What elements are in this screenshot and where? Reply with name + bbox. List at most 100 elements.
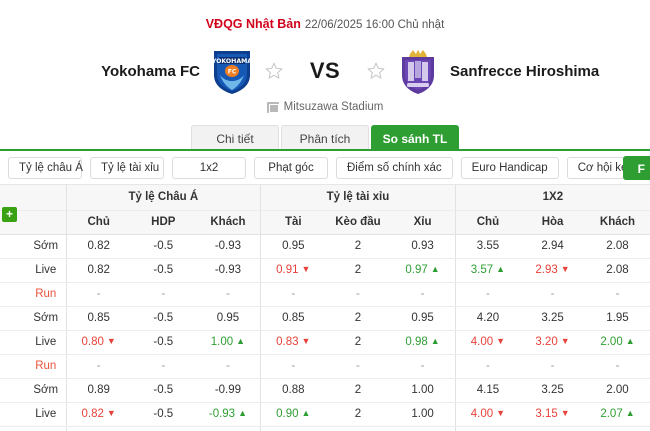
odds-cell[interactable] (260, 426, 326, 431)
odds-cell[interactable]: -0.93 ▲ (195, 402, 261, 427)
odds-cell[interactable]: 2.93 ▼ (520, 258, 585, 283)
odds-cell[interactable]: -0.5 (130, 305, 196, 331)
odds-cell[interactable]: 0.95 (390, 305, 456, 331)
odds-cell[interactable]: - (130, 354, 196, 379)
favorite-star-icon-away[interactable] (366, 61, 386, 81)
odds-cell[interactable]: 0.80 ▼ (65, 330, 131, 355)
odds-cell[interactable]: -0.5 (130, 234, 196, 259)
odds-cell[interactable] (325, 426, 391, 431)
chip-phat-goc[interactable]: Phạt góc (254, 156, 328, 179)
odds-cell[interactable]: - (520, 354, 585, 379)
odds-cell[interactable]: - (454, 282, 521, 307)
odds-cell[interactable]: 0.85 (260, 305, 326, 331)
odds-row[interactable]: Sớm 0.89 -0.5 -0.99 0.88 2 1.00 4.15 3.25 2.00 (0, 377, 650, 403)
odds-cell[interactable]: 4.20 (454, 305, 521, 331)
odds-cell[interactable]: - (325, 354, 391, 379)
odds-cell[interactable]: 0.91 ▼ (260, 258, 326, 283)
odds-cell[interactable] (390, 426, 456, 431)
odds-row[interactable]: Run - - - - - - - - - (0, 354, 650, 379)
odds-cell[interactable] (195, 426, 261, 431)
odds-cell[interactable]: -0.5 (130, 377, 196, 403)
odds-cell[interactable]: 4.15 (454, 377, 521, 403)
odds-cell[interactable]: - (130, 282, 196, 307)
odds-cell[interactable]: 2.00 ▲ (585, 330, 650, 355)
odds-cell[interactable]: 2 (325, 258, 391, 283)
odds-cell[interactable]: - (65, 282, 131, 307)
odds-cell[interactable]: 2.07 ▲ (585, 402, 650, 427)
tab-chi-tiet[interactable]: Chi tiết (191, 125, 279, 151)
odds-cell[interactable]: - (390, 354, 456, 379)
league-name[interactable]: VĐQG Nhật Bản (205, 17, 301, 31)
odds-cell[interactable]: - (65, 354, 131, 379)
odds-cell[interactable]: - (520, 282, 585, 307)
chip-diem-so-chinh-xac[interactable]: Điểm số chính xác (336, 156, 453, 179)
odds-cell[interactable]: - (260, 354, 326, 379)
odds-row[interactable]: Run - - - - - - - - - (0, 282, 650, 307)
odds-cell[interactable]: 1.00 (390, 402, 456, 427)
odds-cell[interactable]: 2.08 (585, 258, 650, 283)
odds-row[interactable]: Live 0.80 ▼ -0.5 1.00 ▲ 0.83 ▼ 2 0.98 ▲ 4.00 ▼ 3.20 ▼ 2… (0, 330, 650, 355)
odds-cell[interactable]: 0.88 (260, 377, 326, 403)
tab-phan-tich[interactable]: Phân tích (281, 125, 369, 151)
odds-cell[interactable]: 2 (325, 330, 391, 355)
odds-cell[interactable]: 1.00 (390, 377, 456, 403)
odds-cell[interactable] (65, 426, 131, 431)
odds-cell[interactable]: 3.55 (454, 234, 521, 259)
odds-cell[interactable]: 3.20 ▼ (520, 330, 585, 355)
odds-cell[interactable] (585, 426, 650, 431)
odds-cell[interactable]: 4.00 ▼ (454, 330, 521, 355)
favorite-star-icon-home[interactable] (264, 61, 284, 81)
odds-row[interactable]: Live 0.82 ▼ -0.5 -0.93 ▲ 0.90 ▲ 2 1.00 4.00 ▼ 3.15 ▼ 2… (0, 402, 650, 427)
odds-cell[interactable]: 0.89 (65, 377, 131, 403)
chip-1x2[interactable]: 1x2 (172, 156, 246, 179)
odds-cell[interactable]: 2.94 (520, 234, 585, 259)
expand-plus-badge[interactable]: + (2, 207, 17, 222)
odds-row[interactable]: Sớm 0.82 -0.5 -0.93 0.95 2 0.93 3.55 2.94 2.08 (0, 234, 650, 259)
odds-cell[interactable]: 0.82 ▼ (65, 402, 131, 427)
odds-cell[interactable]: - (390, 282, 456, 307)
odds-cell[interactable]: -0.93 (195, 258, 261, 283)
odds-cell[interactable]: 2.00 (585, 377, 650, 403)
odds-row[interactable]: Live 0.82 -0.5 -0.93 0.91 ▼ 2 0.97 ▲ 3.57 ▲ 2.93 ▼ 2.… (0, 258, 650, 283)
odds-cell[interactable]: 2.08 (585, 234, 650, 259)
odds-cell[interactable]: 0.95 (260, 234, 326, 259)
odds-cell[interactable]: 0.83 ▼ (260, 330, 326, 355)
odds-cell[interactable]: -0.5 (130, 258, 196, 283)
odds-cell[interactable]: 0.93 (390, 234, 456, 259)
odds-row[interactable]: Sớm 0.85 -0.5 0.95 0.85 2 0.95 4.20 3.25 1.95 (0, 305, 650, 331)
tab-so-sanh-tl[interactable]: So sánh TL (371, 125, 459, 151)
odds-cell[interactable]: 2 (325, 234, 391, 259)
odds-cell[interactable]: 4.00 ▼ (454, 402, 521, 427)
odds-cell[interactable]: 0.97 ▲ (390, 258, 456, 283)
odds-row[interactable]: Run (0, 426, 650, 431)
odds-cell[interactable]: - (585, 354, 650, 379)
odds-cell[interactable]: -0.93 (195, 234, 261, 259)
odds-cell[interactable]: 0.95 (195, 305, 261, 331)
odds-cell[interactable]: - (325, 282, 391, 307)
odds-cell[interactable]: - (260, 282, 326, 307)
odds-cell[interactable]: 2 (325, 402, 391, 427)
odds-cell[interactable]: 0.82 (65, 234, 131, 259)
odds-cell[interactable]: - (195, 282, 261, 307)
away-team[interactable]: Sanfrecce Hiroshima (360, 47, 630, 95)
odds-cell[interactable]: - (454, 354, 521, 379)
odds-cell[interactable]: 0.90 ▲ (260, 402, 326, 427)
odds-cell[interactable] (454, 426, 521, 431)
odds-cell[interactable]: 2 (325, 377, 391, 403)
odds-cell[interactable]: 0.98 ▲ (390, 330, 456, 355)
odds-cell[interactable]: 3.57 ▲ (454, 258, 521, 283)
odds-cell[interactable]: - (195, 354, 261, 379)
odds-cell[interactable]: 1.00 ▲ (195, 330, 261, 355)
odds-cell[interactable] (520, 426, 585, 431)
filter-green-button[interactable]: F (622, 156, 650, 180)
home-team[interactable]: Yokohama FC YOKOHAMA FC (20, 47, 290, 95)
odds-cell[interactable]: 3.25 (520, 305, 585, 331)
chip-ty-le-tai-xiu[interactable]: Tỷ lệ tài xỉu (90, 156, 164, 179)
chip-ty-le-chau-a[interactable]: Tỷ lệ châu Á (8, 156, 83, 179)
chip-euro-handicap[interactable]: Euro Handicap (460, 156, 559, 179)
odds-cell[interactable]: 0.82 (65, 258, 131, 283)
odds-cell[interactable]: 0.85 (65, 305, 131, 331)
odds-cell[interactable]: 3.25 (520, 377, 585, 403)
odds-cell[interactable] (130, 426, 196, 431)
odds-cell[interactable]: 2 (325, 305, 391, 331)
